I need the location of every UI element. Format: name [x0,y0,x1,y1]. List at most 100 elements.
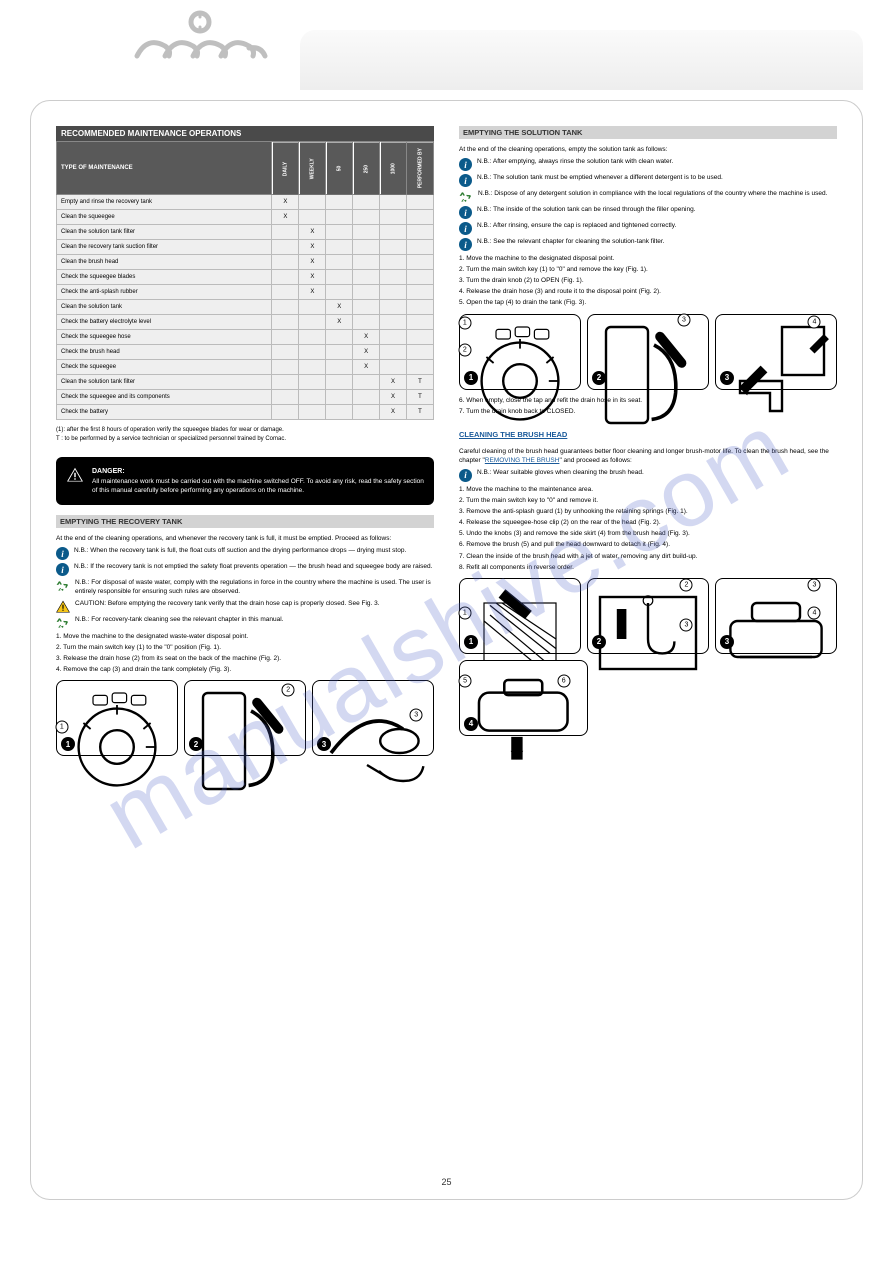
note-bullet: CAUTION: Before emptying the recovery ta… [56,600,434,613]
note-text: N.B.: For recovery-tank cleaning see the… [75,616,434,629]
task-cell: Check the squeegee hose [57,330,272,345]
mark-cell [326,360,353,375]
mark-cell [299,360,326,375]
section-heading-recovery: EMPTYING THE RECOVERY TANK [56,515,434,528]
mark-cell [299,405,326,420]
table-row: Check the anti-splash rubberX [57,285,434,300]
mark-cell [272,360,299,375]
table-row: Check the squeegeeX [57,360,434,375]
mark-cell [272,300,299,315]
caution-icon [56,600,70,614]
table-row: Check the squeegee hose X [57,330,434,345]
mark-cell [272,240,299,255]
note-bullet: N.B.: For disposal of waste water, compl… [56,579,434,597]
procedure-step: 1. Move the machine to the designated di… [469,254,837,263]
figure-callout: 5 [459,675,472,688]
info-icon: i [459,206,472,219]
figure-callout: 3 [678,314,691,327]
table-row: Check the squeegee and its componentsXT [57,390,434,405]
legend-line: T : to be performed by a service technic… [56,435,434,443]
mark-cell: T [407,375,434,390]
table-row: Clean the solution tank filterXT [57,375,434,390]
section-heading-solution: EMPTYING THE SOLUTION TANK [459,126,837,139]
mark-cell [299,345,326,360]
note-text: N.B.: After emptying, always rinse the s… [477,158,837,171]
task-cell: Check the battery electrolyte level [57,315,272,330]
right-column: EMPTYING THE SOLUTION TANK At the end of… [459,126,837,762]
warning-triangle-icon [66,467,84,483]
note-text: N.B.: After rinsing, ensure the cap is r… [477,222,837,235]
figure-number: 2 [592,635,606,649]
table-row: Clean the solution tankX [57,300,434,315]
mark-cell [299,210,326,225]
mark-cell [407,285,434,300]
page-header [0,0,893,100]
mark-cell [407,360,434,375]
note-text: N.B.: When the recovery tank is full, th… [74,547,434,560]
recovery-intro: At the end of the cleaning operations, a… [56,534,434,543]
mark-cell: X [326,315,353,330]
info-icon: i [459,469,472,482]
table-row: Clean the solution tank filterX [57,225,434,240]
note-text: N.B.: For disposal of waste water, compl… [75,579,434,597]
col-task: TYPE OF MAINTENANCE [57,142,272,195]
info-icon: i [459,174,472,187]
mark-cell [326,195,353,210]
procedure-step: 1. Move the machine to the maintenance a… [469,485,837,494]
mark-cell [326,330,353,345]
mark-cell [407,345,434,360]
mark-cell: X [353,330,380,345]
mark-cell: X [299,270,326,285]
col-250: 250 [353,142,380,195]
procedure-step: 3. Turn the drain knob (2) to OPEN (Fig.… [469,276,837,285]
figure-number: 4 [464,717,478,731]
procedure-step: 5. Undo the knobs (3) and remove the sid… [469,529,837,538]
col-50: 50 [326,142,353,195]
figure-callout: 1 [458,606,471,619]
procedure-step: 7. Clean the inside of the brush head wi… [469,552,837,561]
brush-intro-line: Careful cleaning of the brush head guara… [459,448,733,455]
table-row: Empty and rinse the recovery tankX [57,195,434,210]
task-cell: Check the battery [57,405,272,420]
procedure-step: 1. Move the machine to the designated wa… [66,632,434,641]
procedure-step: 5. Open the tap (4) to drain the tank (F… [469,298,837,307]
danger-box: DANGER: All maintenance work must be car… [56,457,434,505]
mark-cell [380,240,407,255]
mark-cell [407,300,434,315]
mark-cell [407,225,434,240]
figure-callout: 2 [680,578,693,591]
info-icon: i [56,563,69,576]
mark-cell [380,315,407,330]
brand-logo [125,8,275,68]
danger-body: All maintenance work must be carried out… [92,477,424,495]
figure-callout: 3 [680,618,693,631]
mark-cell [380,270,407,285]
mark-cell [299,195,326,210]
mark-cell [272,345,299,360]
task-cell: Check the squeegee and its components [57,390,272,405]
mark-cell [380,255,407,270]
procedure-step: 4. Release the squeegee-hose clip (2) on… [469,518,837,527]
figure-number: 3 [720,371,734,385]
mark-cell [380,285,407,300]
brush-intro: Careful cleaning of the brush head guara… [459,447,837,465]
mark-cell [299,315,326,330]
figure-number: 2 [592,371,606,385]
mark-cell [353,195,380,210]
figure-callout: 1 [55,720,68,733]
mark-cell [299,390,326,405]
mark-cell [353,240,380,255]
mark-cell [353,405,380,420]
mark-cell [407,255,434,270]
brush-link[interactable]: REMOVING THE BRUSH [485,457,560,464]
figure-number: 1 [61,737,75,751]
figure-number: 3 [720,635,734,649]
mark-cell: X [272,195,299,210]
procedure-step: 4. Release the drain hose (3) and route … [469,287,837,296]
note-text: N.B.: Dispose of any detergent solution … [478,190,837,203]
mark-cell: T [407,405,434,420]
brush-intro-line: " and proceed as follows: [559,457,631,464]
task-cell: Clean the squeegee [57,210,272,225]
mark-cell [353,285,380,300]
recycle-icon [56,579,70,593]
